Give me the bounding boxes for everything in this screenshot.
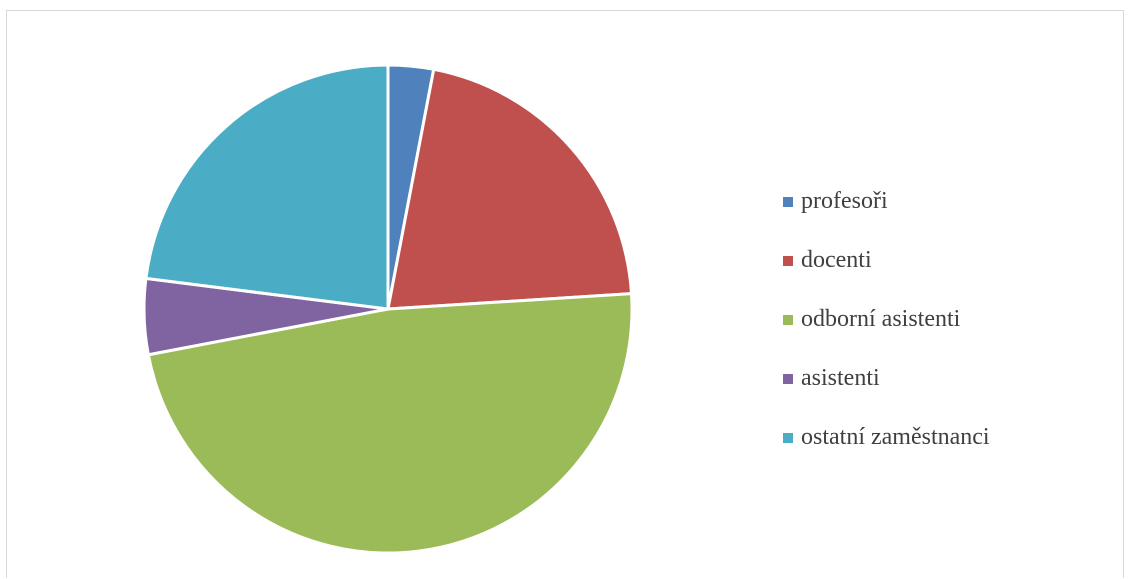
legend-label: ostatní zaměstnanci bbox=[801, 424, 990, 450]
legend-label: docenti bbox=[801, 247, 872, 273]
legend-swatch bbox=[783, 373, 793, 384]
legend-swatch bbox=[783, 314, 793, 325]
legend-swatch bbox=[783, 432, 793, 443]
legend-item-ostatni-zamestnanci: ostatní zaměstnanci bbox=[783, 408, 1123, 467]
legend-swatch bbox=[783, 255, 793, 266]
legend-swatch bbox=[783, 196, 793, 207]
legend-item-odborni-asistenti: odborní asistenti bbox=[783, 290, 1123, 349]
pie-slice-4 bbox=[144, 63, 390, 311]
legend-label: odborní asistenti bbox=[801, 306, 961, 332]
legend-item-profesori: profesoři bbox=[783, 172, 1123, 231]
pie-slices bbox=[142, 63, 634, 555]
legend-label: profesoři bbox=[801, 188, 888, 214]
pie-slice-1 bbox=[386, 67, 634, 311]
legend: profesoři docenti odborní asistenti asis… bbox=[783, 172, 1123, 467]
legend-item-asistenti: asistenti bbox=[783, 349, 1123, 408]
legend-label: asistenti bbox=[801, 365, 880, 391]
legend-item-docenti: docenti bbox=[783, 231, 1123, 290]
pie-slice-2 bbox=[146, 292, 634, 555]
